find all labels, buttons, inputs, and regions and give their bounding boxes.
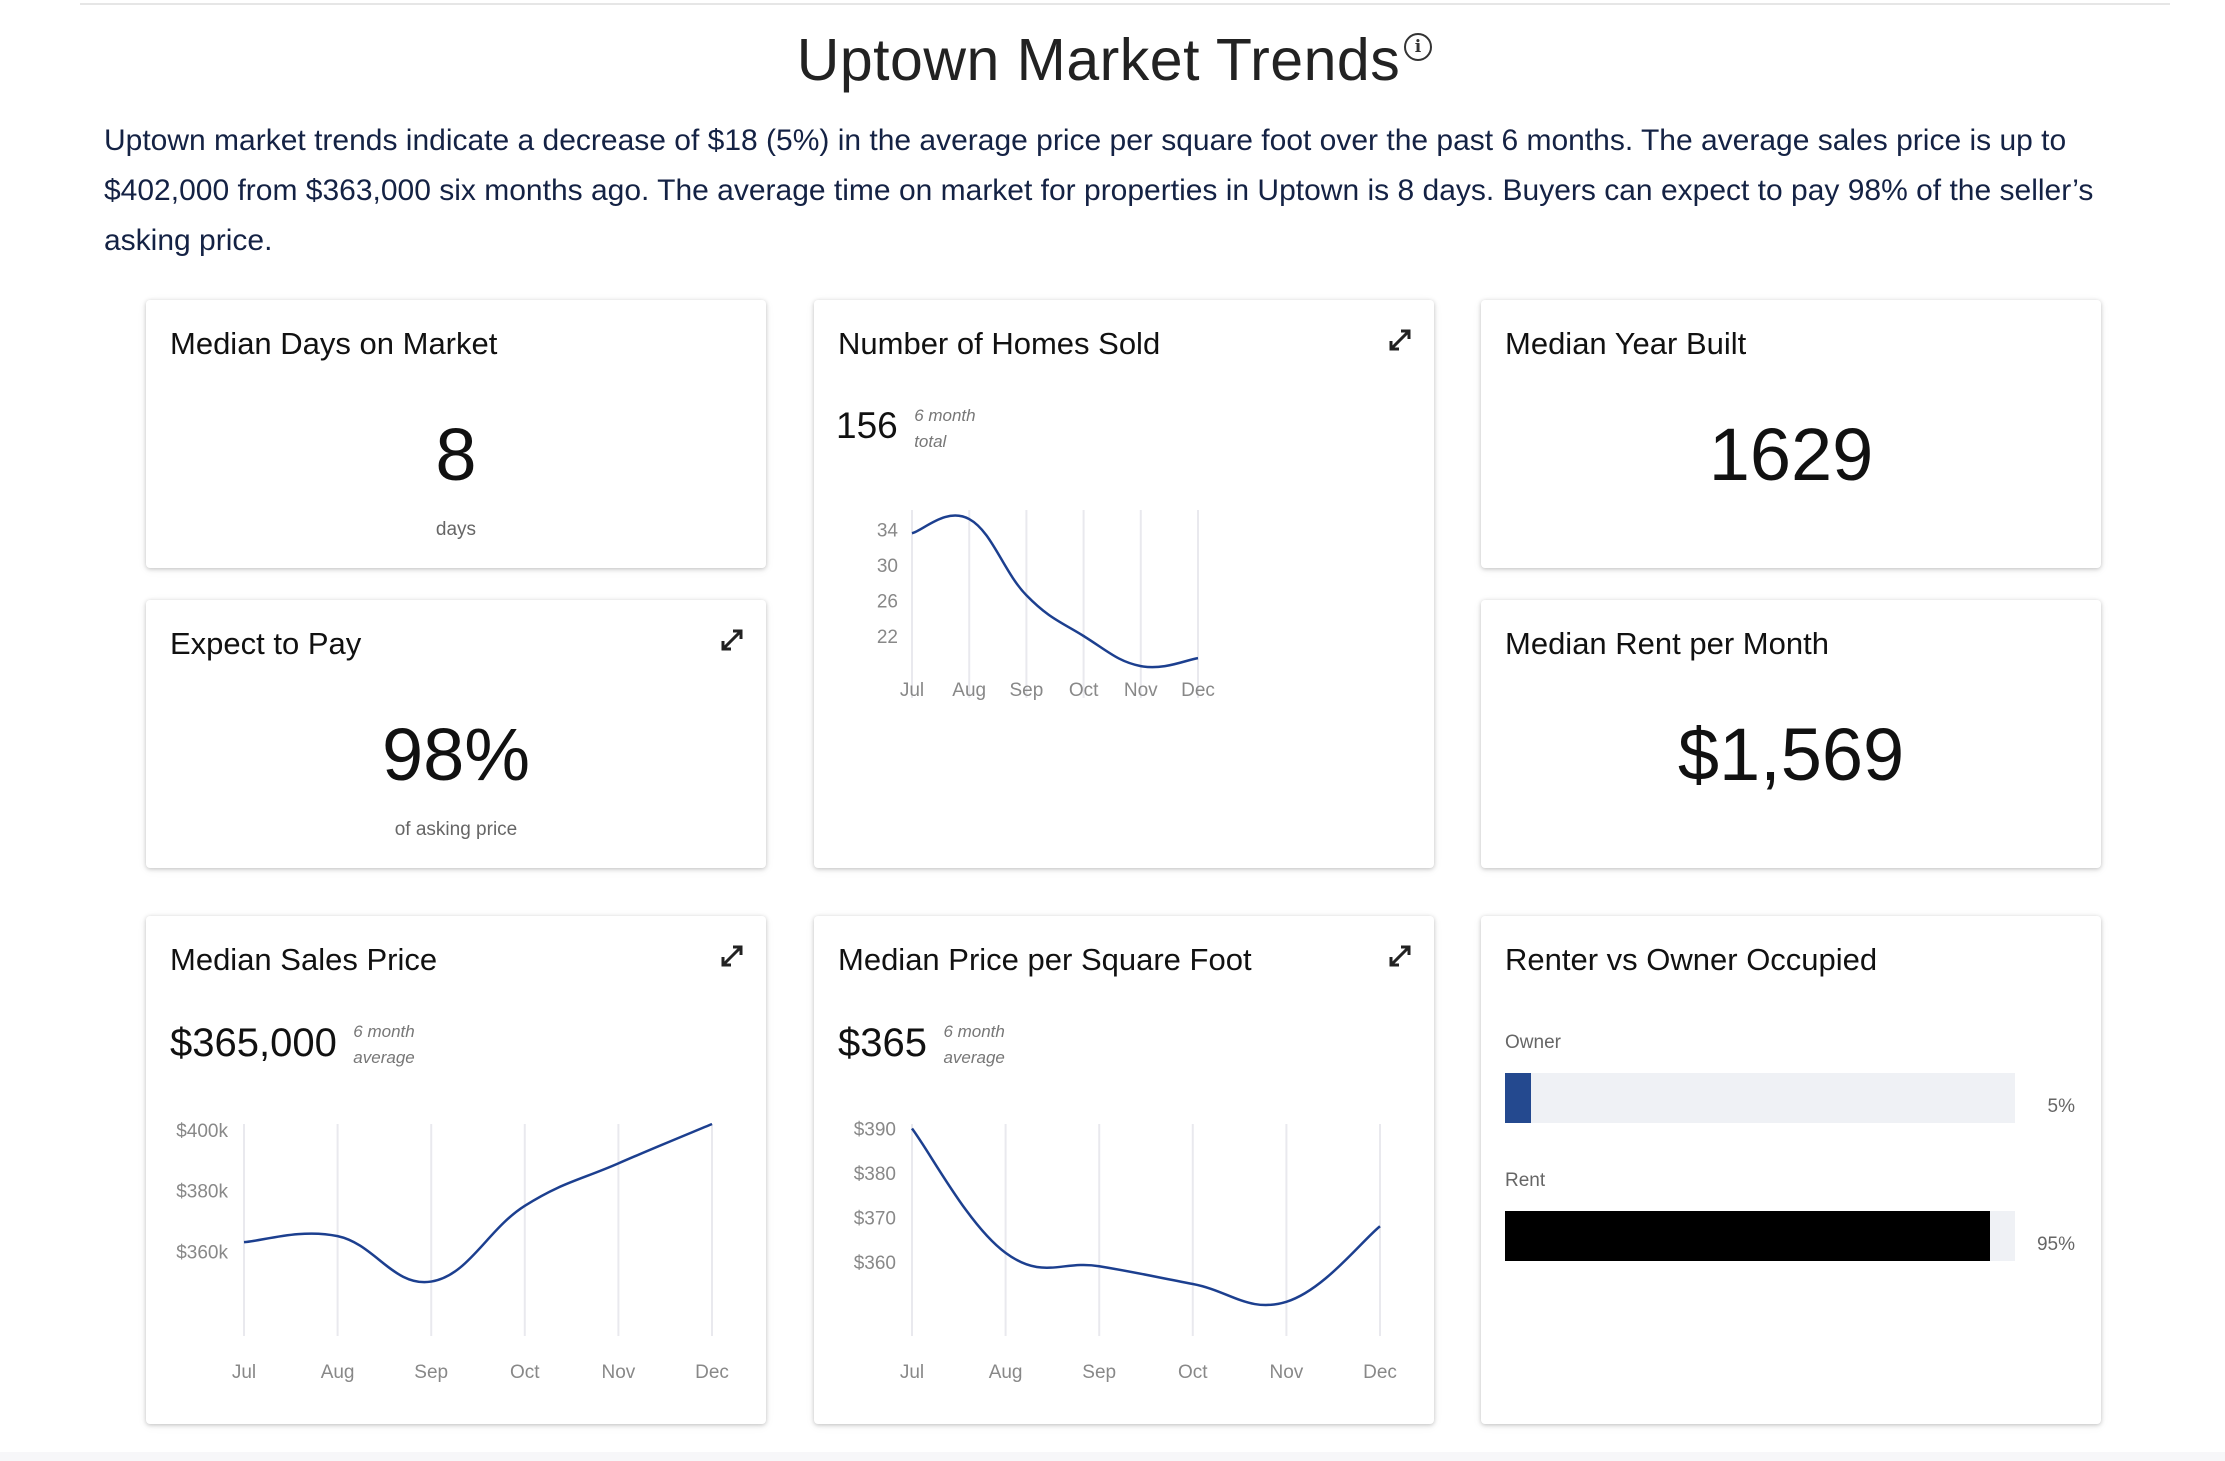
price-sqft-card: Median Price per Square Foot $365 6 mont… <box>814 916 1434 1424</box>
days-on-market-card: Median Days on Market 8 days <box>146 300 766 568</box>
x-tick-label: Dec <box>695 1362 729 1383</box>
days-on-market-value: 8 <box>435 413 477 496</box>
y-tick-label: 22 <box>877 627 898 648</box>
market-summary: Uptown market trends indicate a decrease… <box>104 124 2094 257</box>
homes-sold-card: Number of Homes Sold 156 6 month total Ju… <box>814 300 1434 868</box>
x-tick-label: Jul <box>900 1362 924 1383</box>
x-tick-label: Aug <box>989 1362 1023 1383</box>
year-built-card: Median Year Built 1629 <box>1481 300 2101 568</box>
x-tick-label: Nov <box>1270 1362 1304 1383</box>
y-tick-label: $400k <box>176 1121 228 1142</box>
occupancy-card: Renter vs Owner Occupied Owner 5% Rent 9… <box>1481 916 2101 1424</box>
owner-percent: 5% <box>2047 1096 2075 1117</box>
page-title: Uptown Market Trends i <box>0 26 2225 94</box>
card-title: Median Price per Square Foot <box>838 942 1252 977</box>
y-tick-label: 26 <box>877 592 898 613</box>
y-tick-label: 30 <box>877 556 898 577</box>
price-sqft-average: $365 <box>838 1021 927 1065</box>
price-sqft-summary: $365 6 month average <box>838 1021 1005 1071</box>
x-tick-label: Dec <box>1181 680 1215 701</box>
card-title: Median Sales Price <box>170 942 438 977</box>
expect-to-pay-card: Expect to Pay 98% of asking price <box>146 600 766 868</box>
x-tick-label: Oct <box>510 1362 540 1383</box>
page-bottom-band <box>0 1452 2225 1461</box>
y-tick-label: $380k <box>176 1182 228 1203</box>
x-tick-label: Nov <box>602 1362 636 1383</box>
expand-icon[interactable] <box>1386 942 1414 970</box>
sales-price-summary: $365,000 6 month average <box>170 1021 415 1071</box>
price-sqft-note: 6 month average <box>943 1019 1004 1071</box>
x-tick-label: Jul <box>232 1362 256 1383</box>
note-line-2: average <box>943 1048 1005 1067</box>
card-title: Expect to Pay <box>170 626 362 661</box>
homes-sold-chart: Jul Aug Sep Oct Nov Dec 34 30 26 22 <box>877 510 1215 701</box>
year-built-value: 1629 <box>1708 413 1874 496</box>
y-tick-label: $380 <box>854 1164 896 1185</box>
note-line-2: total <box>914 432 947 451</box>
y-tick-label: 34 <box>877 521 899 542</box>
x-tick-label: Aug <box>321 1362 355 1383</box>
homes-sold-total: 156 <box>836 405 898 446</box>
rent-label: Rent <box>1505 1170 1546 1191</box>
sales-price-average: $365,000 <box>170 1021 337 1065</box>
sales-price-note: 6 month average <box>353 1019 414 1071</box>
y-tick-label: $360 <box>854 1253 896 1274</box>
note-line-1: 6 month <box>353 1022 415 1041</box>
rent-bar-track <box>1505 1211 2015 1261</box>
x-tick-label: Sep <box>1082 1362 1116 1383</box>
note-line-2: average <box>353 1048 415 1067</box>
expect-to-pay-unit: of asking price <box>394 819 518 840</box>
note-line-1: 6 month <box>914 406 976 425</box>
x-tick-label: Dec <box>1363 1362 1397 1383</box>
top-divider <box>80 3 2170 5</box>
expand-icon[interactable] <box>718 942 746 970</box>
card-title: Number of Homes Sold <box>838 326 1161 361</box>
card-title: Renter vs Owner Occupied <box>1505 942 1878 977</box>
homes-sold-note: 6 month total <box>914 403 975 455</box>
sales-price-card: Median Sales Price $365,000 6 month avera… <box>146 916 766 1424</box>
card-title: Median Rent per Month <box>1505 626 1829 661</box>
owner-bar-track <box>1505 1073 2015 1123</box>
expect-to-pay-value: 98% <box>381 713 531 796</box>
series-line <box>911 514 1199 669</box>
expand-icon[interactable] <box>1386 326 1414 354</box>
expand-icon[interactable] <box>718 626 746 654</box>
owner-bar <box>1505 1073 1531 1123</box>
series-line <box>911 1127 1381 1307</box>
homes-sold-summary: 156 6 month total <box>836 405 976 455</box>
rent-percent: 95% <box>2036 1234 2075 1255</box>
price-sqft-chart: Jul Aug Sep Oct Nov Dec $390 $380 $370 $360 <box>854 1119 1397 1383</box>
y-tick-label: $360k <box>176 1242 228 1263</box>
x-tick-label: Sep <box>1009 680 1043 701</box>
x-tick-label: Jul <box>900 680 924 701</box>
page-title-text: Uptown Market Trends <box>796 27 1401 93</box>
x-tick-label: Aug <box>952 680 986 701</box>
info-icon[interactable]: i <box>1404 33 1433 61</box>
x-tick-label: Sep <box>414 1362 448 1383</box>
x-tick-label: Oct <box>1069 680 1099 701</box>
owner-label: Owner <box>1505 1032 1561 1053</box>
card-title: Median Year Built <box>1505 326 1747 361</box>
y-tick-label: $390 <box>854 1119 896 1140</box>
x-tick-label: Oct <box>1178 1362 1208 1383</box>
sales-price-chart: Jul Aug Sep Oct Nov Dec $400k $380k $360k <box>176 1121 729 1383</box>
rent-value: $1,569 <box>1677 713 1905 796</box>
note-line-1: 6 month <box>943 1022 1005 1041</box>
rent-card: Median Rent per Month $1,569 <box>1481 600 2101 868</box>
days-on-market-unit: days <box>435 519 477 540</box>
x-tick-label: Nov <box>1124 680 1158 701</box>
y-tick-label: $370 <box>854 1208 896 1229</box>
series-line <box>243 1122 713 1284</box>
card-title: Median Days on Market <box>170 326 498 361</box>
rent-bar <box>1505 1211 1990 1261</box>
